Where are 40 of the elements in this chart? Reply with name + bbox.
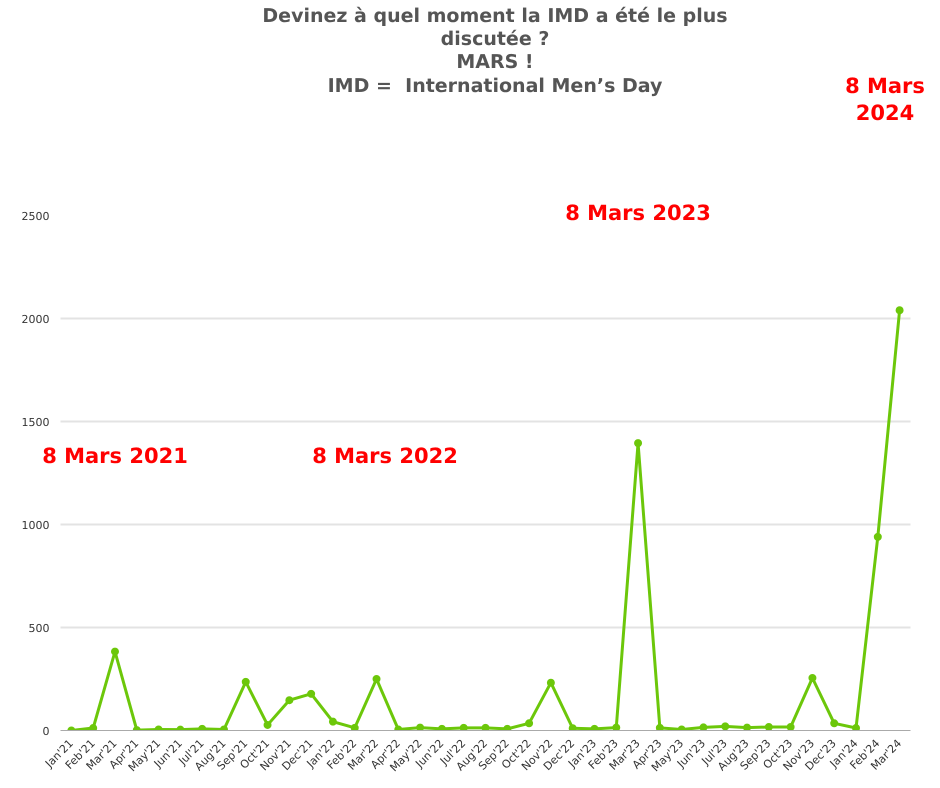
point: [546, 678, 555, 687]
y-tick-label: 2000: [22, 313, 50, 326]
point: [568, 724, 577, 730]
point: [764, 723, 773, 730]
point: [460, 724, 468, 730]
text: 8 Mars 2024: [845, 73, 925, 128]
point: [634, 439, 642, 448]
annotation: 8 Mars 2023: [565, 200, 711, 227]
point: [416, 724, 424, 730]
chart-title: Devinez à quel moment la IMD a été le plus discutée ? MARS ! IMD = International Men’s Day: [261, 5, 729, 98]
point: [110, 648, 119, 656]
point: [525, 719, 534, 728]
point: [830, 719, 838, 728]
point: [503, 724, 512, 730]
y-tick-label: 1000: [22, 519, 50, 532]
point: [699, 723, 708, 730]
point: [852, 724, 860, 730]
annotation: 8 Mars 2022: [312, 443, 458, 470]
point: [242, 678, 250, 686]
point: [285, 696, 294, 704]
point: [350, 724, 359, 730]
point: [372, 675, 381, 683]
point: [743, 724, 752, 730]
point: [89, 724, 98, 730]
point: [328, 718, 337, 726]
point: [264, 720, 272, 729]
point: [482, 724, 490, 730]
y-tick-label: 2500: [22, 210, 50, 223]
y-tick-label: 500: [28, 622, 50, 635]
point: [808, 674, 816, 682]
annotation: 8 Mars 2021: [42, 443, 188, 470]
y-tick-label: 1500: [22, 416, 50, 429]
y-tick-label: 0: [42, 725, 50, 738]
point: [656, 724, 664, 730]
point: [786, 723, 795, 730]
point: [896, 306, 904, 314]
point: [721, 722, 730, 730]
point: [874, 532, 882, 541]
point: [612, 724, 620, 730]
point: [307, 690, 316, 698]
